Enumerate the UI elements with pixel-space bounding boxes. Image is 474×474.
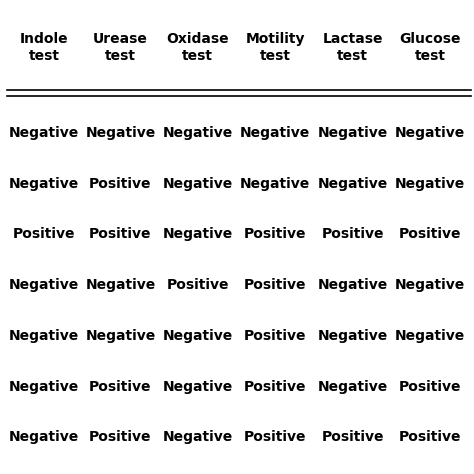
Text: Negative: Negative [318,278,388,292]
Text: Indole
test: Indole test [20,32,69,63]
Text: Negative: Negative [85,278,155,292]
Text: Positive: Positive [89,430,152,444]
Text: Glucose
test: Glucose test [399,32,461,63]
Text: Positive: Positive [244,430,307,444]
Text: Positive: Positive [244,278,307,292]
Text: Positive: Positive [244,329,307,343]
Text: Negative: Negative [395,329,465,343]
Text: Positive: Positive [89,380,152,393]
Text: Negative: Negative [318,177,388,191]
Text: Negative: Negative [9,177,79,191]
Text: Oxidase
test: Oxidase test [166,32,229,63]
Text: Motility
test: Motility test [246,32,305,63]
Text: Negative: Negative [395,177,465,191]
Text: Negative: Negative [395,278,465,292]
Text: Negative: Negative [163,329,233,343]
Text: Negative: Negative [240,126,310,140]
Text: Positive: Positive [89,228,152,241]
Text: Negative: Negative [9,380,79,393]
Text: Positive: Positive [321,228,384,241]
Text: Negative: Negative [163,126,233,140]
Text: Negative: Negative [85,126,155,140]
Text: Positive: Positive [13,228,75,241]
Text: Negative: Negative [9,126,79,140]
Text: Negative: Negative [163,430,233,444]
Text: Negative: Negative [318,126,388,140]
Text: Positive: Positive [244,228,307,241]
Text: Positive: Positive [166,278,229,292]
Text: Negative: Negative [163,380,233,393]
Text: Negative: Negative [9,329,79,343]
Text: Lactase
test: Lactase test [322,32,383,63]
Text: Positive: Positive [321,430,384,444]
Text: Positive: Positive [244,380,307,393]
Text: Negative: Negative [395,126,465,140]
Text: Positive: Positive [399,228,461,241]
Text: Positive: Positive [89,177,152,191]
Text: Negative: Negative [85,329,155,343]
Text: Positive: Positive [399,380,461,393]
Text: Negative: Negative [163,228,233,241]
Text: Negative: Negative [9,278,79,292]
Text: Negative: Negative [163,177,233,191]
Text: Negative: Negative [240,177,310,191]
Text: Negative: Negative [318,380,388,393]
Text: Negative: Negative [318,329,388,343]
Text: Negative: Negative [9,430,79,444]
Text: Positive: Positive [399,430,461,444]
Text: Urease
test: Urease test [93,32,148,63]
